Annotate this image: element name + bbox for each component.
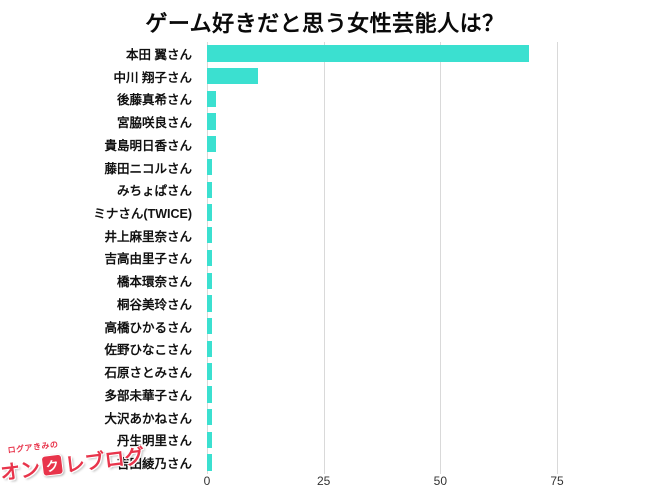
bar [207, 363, 212, 380]
bar-row [207, 65, 643, 88]
x-tick-label: 75 [550, 474, 564, 488]
bar [207, 204, 212, 221]
category-label: 吉田綾乃さん [116, 457, 192, 472]
category-label: 中川 翔子さん [113, 70, 192, 85]
bar [207, 67, 259, 85]
bar-row [207, 247, 643, 270]
bar-row [207, 42, 643, 65]
bar [207, 340, 212, 358]
bar-chart-plot-area [207, 42, 643, 474]
x-axis: 0 25 50 75 [203, 474, 643, 488]
bar [207, 295, 212, 312]
gridline [557, 42, 558, 474]
gridline [323, 42, 325, 474]
category-label: ミナさん(TWICE) [93, 207, 192, 221]
logo-icon-glyph: ク [45, 457, 60, 475]
bars-container [207, 42, 643, 474]
bar-row [207, 156, 643, 179]
bar-row [207, 178, 643, 201]
chart-title: ゲーム好きだと思う女性芸能人は？ [145, 11, 505, 36]
bar-row [207, 224, 643, 247]
claw-machine-icon: ク [40, 453, 65, 477]
bar [207, 408, 212, 426]
bar [207, 181, 212, 198]
bar-row [207, 315, 643, 338]
category-label: 佐野ひなこさん [104, 343, 192, 358]
bar-row [207, 451, 643, 474]
category-label: 吉高由里子さん [104, 252, 192, 267]
category-labels: 本田 翼さん中川 翔子さん 後藤真希さん 宮脇咲良さん貴島明日香さん 藤田ニコルさんみ… [0, 42, 200, 474]
bar [207, 249, 212, 267]
bar [207, 227, 212, 244]
bar-row [207, 87, 643, 110]
category-label: 本田 翼さん [126, 47, 192, 62]
category-label: 石原さとみさん [104, 366, 192, 381]
category-label: 貴島明日香さん [104, 138, 192, 153]
bar [207, 158, 212, 176]
bar [207, 113, 217, 130]
bar-row [207, 133, 643, 156]
bar [207, 318, 212, 335]
category-label: 井上麻里奈さん [104, 229, 192, 244]
bar-row [207, 292, 643, 315]
bar-row [207, 383, 643, 406]
bar [207, 136, 217, 153]
x-tick-label: 50 [433, 474, 448, 488]
bar-row [207, 110, 643, 133]
category-label: 橋本環奈さん [116, 275, 192, 290]
x-tick-label: 25 [316, 474, 331, 488]
category-label: 丹生明里さん [116, 434, 192, 449]
logo-text-left: オン [0, 458, 42, 486]
bar [207, 272, 212, 289]
category-label: 宮脇咲良さん [116, 116, 192, 131]
category-label: 後藤真希さん [116, 93, 192, 108]
gridline [440, 42, 442, 474]
category-label: 多部未華子さん [104, 388, 192, 403]
bar-row [207, 269, 643, 292]
bar [207, 431, 212, 449]
bar-row [207, 360, 643, 383]
category-label: 桐谷美玲さん [116, 297, 192, 312]
category-label: 藤田ニコルさん [104, 161, 192, 176]
bar [207, 386, 212, 403]
bar-row [207, 406, 643, 429]
bar [207, 45, 529, 62]
bar-row [207, 338, 643, 361]
category-label: 大沢あかねさん [104, 411, 192, 426]
bar [207, 454, 212, 471]
x-tick-label: 0 [203, 474, 211, 488]
bar-row [207, 201, 643, 224]
bar [207, 90, 217, 108]
category-label: 高橋ひかるさん [104, 320, 192, 335]
bar-row [207, 428, 643, 451]
category-label: みちょぱさん [116, 184, 192, 199]
